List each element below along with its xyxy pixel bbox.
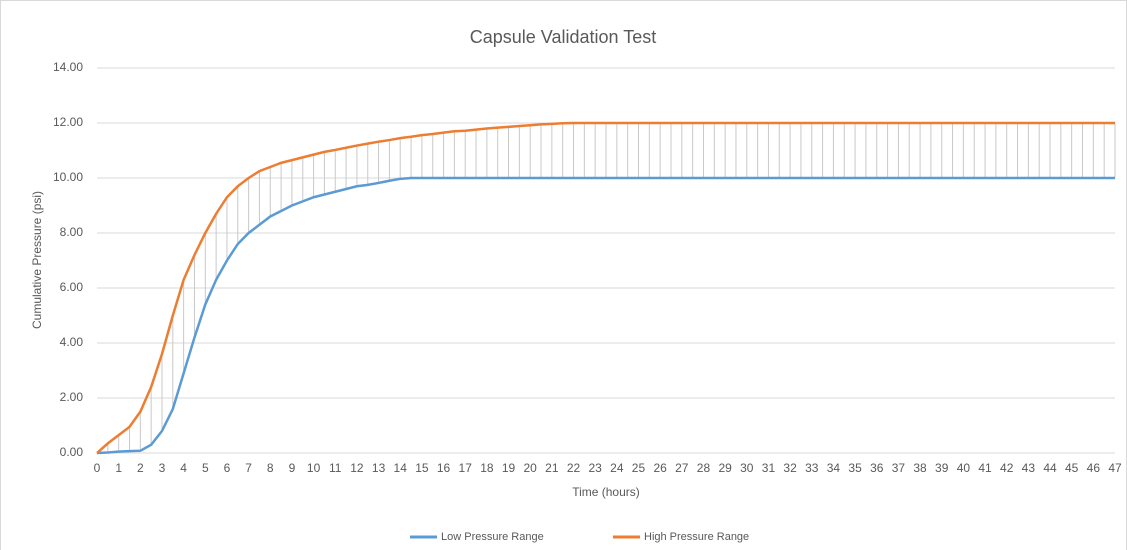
y-tick-label: 10.00 <box>53 170 83 184</box>
x-tick-label: 17 <box>459 461 473 475</box>
x-tick-label: 25 <box>632 461 646 475</box>
y-tick-label: 14.00 <box>53 60 83 74</box>
x-tick-label: 44 <box>1043 461 1057 475</box>
y-tick-label: 0.00 <box>60 445 84 459</box>
x-tick-label: 26 <box>653 461 667 475</box>
y-axis-label: Cumulative Pressure (psi) <box>30 191 44 329</box>
x-tick-label: 0 <box>94 461 101 475</box>
x-tick-label: 13 <box>372 461 386 475</box>
x-tick-label: 23 <box>588 461 602 475</box>
x-tick-label: 22 <box>567 461 581 475</box>
chart-title: Capsule Validation Test <box>470 27 656 47</box>
x-tick-label: 38 <box>913 461 927 475</box>
x-tick-label: 36 <box>870 461 884 475</box>
x-tick-label: 9 <box>289 461 296 475</box>
x-tick-label: 19 <box>502 461 516 475</box>
x-tick-label: 45 <box>1065 461 1079 475</box>
y-tick-label: 4.00 <box>60 335 84 349</box>
x-tick-label: 15 <box>415 461 429 475</box>
x-tick-label: 27 <box>675 461 689 475</box>
x-tick-label: 40 <box>957 461 971 475</box>
x-tick-label: 2 <box>137 461 144 475</box>
x-tick-label: 24 <box>610 461 624 475</box>
series-line <box>96 176 1115 455</box>
x-tick-label: 31 <box>762 461 776 475</box>
x-tick-label: 8 <box>267 461 274 475</box>
legend-label: High Pressure Range <box>644 531 749 543</box>
x-axis-label: Time (hours) <box>572 485 640 499</box>
y-tick-label: 6.00 <box>60 280 84 294</box>
x-tick-label: 5 <box>202 461 209 475</box>
x-tick-label: 39 <box>935 461 949 475</box>
x-tick-label: 10 <box>307 461 321 475</box>
x-tick-label: 35 <box>848 461 862 475</box>
x-tick-label: 18 <box>480 461 494 475</box>
x-tick-label: 21 <box>545 461 559 475</box>
x-tick-label: 37 <box>892 461 906 475</box>
x-tick-label: 46 <box>1087 461 1101 475</box>
legend-label: Low Pressure Range <box>441 531 544 543</box>
x-tick-label: 16 <box>437 461 451 475</box>
x-tick-label: 7 <box>245 461 252 475</box>
x-tick-label: 3 <box>159 461 166 475</box>
x-tick-label: 11 <box>329 461 342 475</box>
x-tick-label: 29 <box>718 461 732 475</box>
x-tick-label: 47 <box>1108 461 1122 475</box>
x-tick-label: 42 <box>1000 461 1014 475</box>
x-tick-label: 6 <box>224 461 231 475</box>
y-tick-label: 12.00 <box>53 115 83 129</box>
x-tick-label: 34 <box>827 461 841 475</box>
x-tick-label: 43 <box>1022 461 1036 475</box>
x-tick-label: 1 <box>115 461 122 475</box>
x-tick-label: 30 <box>740 461 754 475</box>
y-tick-label: 2.00 <box>60 390 84 404</box>
x-tick-label: 4 <box>180 461 187 475</box>
x-tick-label: 20 <box>524 461 538 475</box>
x-tick-label: 28 <box>697 461 711 475</box>
x-tick-label: 32 <box>783 461 797 475</box>
x-tick-label: 41 <box>978 461 992 475</box>
x-tick-label: 33 <box>805 461 819 475</box>
y-tick-label: 8.00 <box>60 225 84 239</box>
x-tick-label: 12 <box>350 461 364 475</box>
x-tick-label: 14 <box>394 461 408 475</box>
series-line <box>96 121 1115 454</box>
